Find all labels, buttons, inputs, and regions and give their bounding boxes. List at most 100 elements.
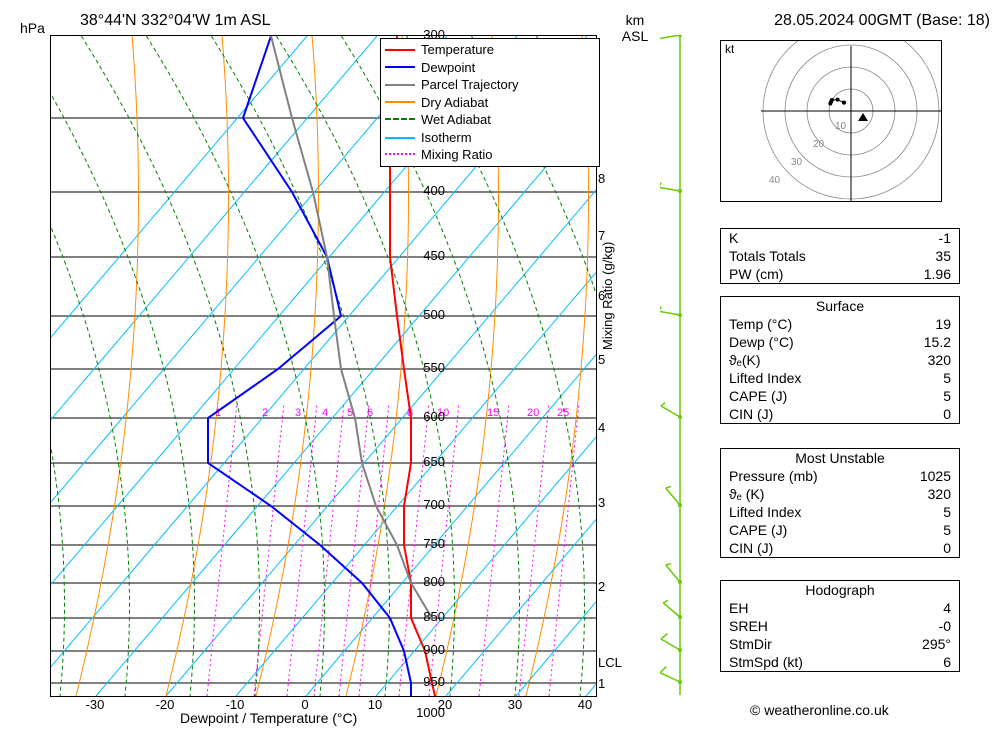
svg-text:30: 30 — [791, 157, 803, 168]
table-label: CIN (J) — [729, 540, 773, 556]
hodograph-table: Hodograph EH4 SREH-0 StmDir295° StmSpd (… — [720, 580, 960, 672]
svg-text:6: 6 — [367, 407, 373, 419]
y-axis-left-label: hPa — [20, 20, 45, 36]
chart-legend: TemperatureDewpointParcel TrajectoryDry … — [380, 38, 600, 167]
svg-text:2: 2 — [262, 407, 268, 419]
table-value: 1025 — [920, 468, 951, 484]
table-value: -0 — [939, 618, 951, 634]
table-label: ϑₑ(K) — [729, 352, 761, 368]
legend-label: Wet Adiabat — [421, 111, 491, 129]
hodograph-chart: 10203040 — [720, 40, 942, 202]
table-value: 0 — [943, 540, 951, 556]
y-tick-pressure: 600 — [405, 409, 445, 424]
y-tick-altitude: 3 — [598, 495, 605, 510]
y-tick-altitude: 2 — [598, 579, 605, 594]
legend-label: Dry Adiabat — [421, 94, 488, 112]
svg-text:4: 4 — [322, 407, 328, 419]
legend-item: Mixing Ratio — [385, 146, 595, 164]
legend-item: Temperature — [385, 41, 595, 59]
x-tick-temp: -10 — [215, 697, 255, 712]
table-value: 295° — [922, 636, 951, 652]
legend-swatch — [385, 137, 415, 139]
most-unstable-table: Most Unstable Pressure (mb) 1025 ϑₑ (K) 32… — [720, 448, 960, 558]
y-tick-pressure: 500 — [405, 307, 445, 322]
y-tick-pressure: 800 — [405, 574, 445, 589]
svg-text:10: 10 — [835, 121, 847, 132]
table-label: StmSpd (kt) — [729, 654, 803, 670]
legend-label: Parcel Trajectory — [421, 76, 519, 94]
table-label: Pressure (mb) — [729, 468, 818, 484]
y-tick-altitude: 8 — [598, 171, 605, 186]
y-tick-pressure: 400 — [405, 183, 445, 198]
table-label: Lifted Index — [729, 370, 801, 386]
y-tick-pressure: 950 — [405, 674, 445, 689]
table-value: 15.2 — [924, 334, 951, 350]
table-header: Surface — [721, 297, 959, 315]
table-value: 35 — [935, 248, 951, 264]
y-tick-altitude: 6 — [598, 288, 605, 303]
mixing-ratio-axis-label: Mixing Ratio (g/kg) — [600, 200, 615, 350]
y-tick-altitude: 7 — [598, 228, 605, 243]
table-label: K — [729, 230, 738, 246]
table-header: Hodograph — [721, 581, 959, 599]
table-label: Lifted Index — [729, 504, 801, 520]
table-label: CIN (J) — [729, 406, 773, 422]
table-label: ϑₑ (K) — [729, 486, 764, 502]
table-label: Temp (°C) — [729, 316, 792, 332]
x-axis-label: Dewpoint / Temperature (°C) — [180, 710, 357, 726]
table-label: Dewp (°C) — [729, 334, 794, 350]
svg-text:3: 3 — [295, 407, 301, 419]
x-tick-temp: 30 — [495, 697, 535, 712]
table-header: Most Unstable — [721, 449, 959, 467]
table-value: -1 — [939, 230, 951, 246]
legend-swatch — [385, 49, 415, 51]
legend-label: Dewpoint — [421, 59, 475, 77]
table-value: 5 — [943, 370, 951, 386]
svg-text:25: 25 — [557, 407, 569, 419]
table-label: CAPE (J) — [729, 388, 787, 404]
y-tick-altitude: 1 — [598, 676, 605, 691]
copyright-text: © weatheronline.co.uk — [750, 702, 889, 718]
surface-table: Surface Temp (°C)19 Dewp (°C)15.2 ϑₑ(K)3… — [720, 296, 960, 424]
y-tick-pressure: 650 — [405, 454, 445, 469]
table-value: 320 — [928, 486, 951, 502]
legend-swatch — [385, 118, 415, 122]
table-value: 6 — [943, 654, 951, 670]
svg-text:20: 20 — [813, 139, 825, 150]
table-value: 5 — [943, 522, 951, 538]
legend-swatch — [385, 153, 415, 157]
legend-item: Isotherm — [385, 129, 595, 147]
indices-table: K -1 Totals Totals 35 PW (cm) 1.96 — [720, 228, 960, 284]
table-label: PW (cm) — [729, 266, 783, 282]
legend-swatch — [385, 84, 415, 86]
y-axis-right-label: kmASL — [615, 12, 655, 44]
hodograph-unit-label: kt — [725, 42, 734, 56]
table-value: 0 — [943, 406, 951, 422]
table-label: CAPE (J) — [729, 522, 787, 538]
legend-swatch — [385, 66, 415, 68]
legend-label: Temperature — [421, 41, 494, 59]
y-tick-altitude: 4 — [598, 420, 605, 435]
wind-barb-column — [660, 35, 700, 695]
svg-text:20: 20 — [527, 407, 539, 419]
x-tick-temp: 20 — [425, 697, 465, 712]
table-value: 5 — [943, 504, 951, 520]
x-tick-temp: -30 — [75, 697, 115, 712]
x-tick-temp: 10 — [355, 697, 395, 712]
lcl-label: LCL — [598, 655, 622, 670]
x-tick-temp: 0 — [285, 697, 325, 712]
y-tick-pressure: 450 — [405, 248, 445, 263]
legend-label: Mixing Ratio — [421, 146, 493, 164]
y-tick-pressure: 700 — [405, 497, 445, 512]
legend-item: Parcel Trajectory — [385, 76, 595, 94]
y-tick-pressure: 550 — [405, 360, 445, 375]
svg-text:15: 15 — [487, 407, 499, 419]
table-label: Totals Totals — [729, 248, 806, 264]
legend-label: Isotherm — [421, 129, 472, 147]
table-label: EH — [729, 600, 748, 616]
y-tick-pressure: 900 — [405, 642, 445, 657]
y-tick-pressure: 850 — [405, 609, 445, 624]
table-label: SREH — [729, 618, 768, 634]
table-value: 1.96 — [924, 266, 951, 282]
table-label: StmDir — [729, 636, 772, 652]
